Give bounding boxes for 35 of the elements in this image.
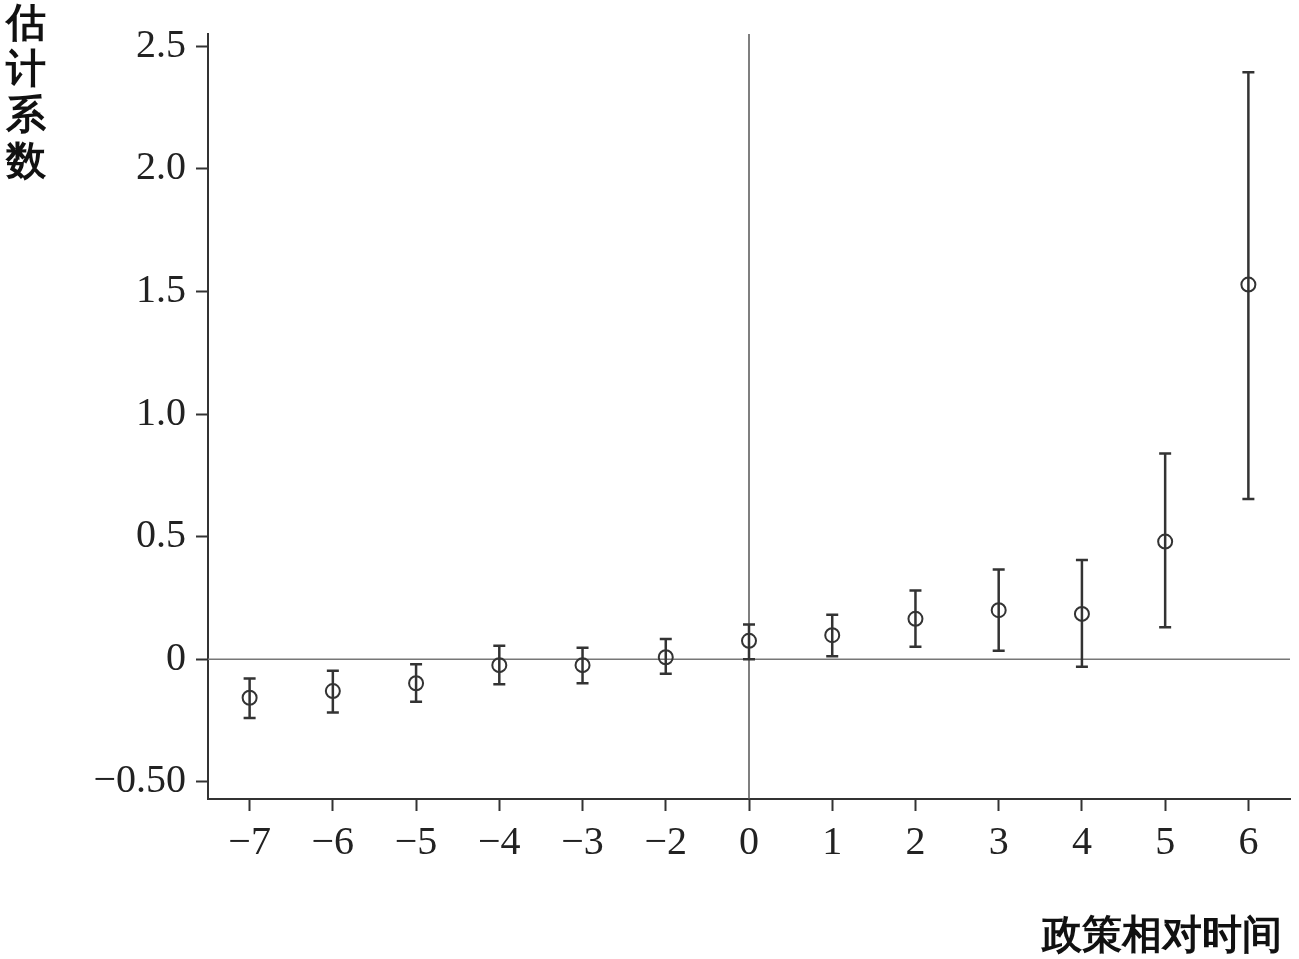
y-tick-label: 2.0 bbox=[136, 143, 186, 189]
x-tick-label: −3 bbox=[561, 817, 604, 863]
point bbox=[657, 649, 674, 666]
x-tick-label: 1 bbox=[822, 817, 843, 863]
y-tick-label: 1.0 bbox=[136, 388, 186, 434]
x-tick-label: 6 bbox=[1238, 817, 1259, 863]
x-tick-label: −6 bbox=[311, 817, 355, 863]
point bbox=[741, 632, 757, 649]
x-axis-title: 政策相对时间 bbox=[1041, 911, 1282, 957]
y-tick-label: 2.5 bbox=[136, 20, 186, 66]
y-tick-label: 0 bbox=[166, 633, 186, 679]
x-tick-label: −4 bbox=[478, 817, 521, 863]
x-tick-label: −2 bbox=[644, 817, 688, 863]
point bbox=[1157, 533, 1174, 550]
x-tick-label: −5 bbox=[394, 817, 438, 863]
x-tick-label: 0 bbox=[739, 817, 759, 863]
x-tick-label: 4 bbox=[1071, 817, 1092, 863]
point bbox=[241, 689, 258, 706]
point bbox=[324, 683, 341, 700]
y-tick-label: 1.5 bbox=[136, 265, 186, 311]
point bbox=[1073, 605, 1090, 622]
point bbox=[574, 657, 591, 674]
y-axis-title: 估计系数 bbox=[4, 0, 47, 184]
point bbox=[990, 602, 1007, 619]
x-tick-label: −7 bbox=[228, 817, 271, 863]
point bbox=[491, 657, 508, 674]
x-tick-label: 3 bbox=[988, 817, 1009, 863]
point bbox=[907, 610, 924, 627]
y-tick-label: −0.50 bbox=[93, 756, 186, 802]
point bbox=[1240, 276, 1257, 293]
x-tick-label: 5 bbox=[1155, 817, 1176, 863]
x-tick-label: 2 bbox=[905, 817, 926, 863]
y-tick-label: 0.5 bbox=[136, 511, 186, 557]
point bbox=[824, 627, 841, 644]
point bbox=[408, 675, 425, 692]
